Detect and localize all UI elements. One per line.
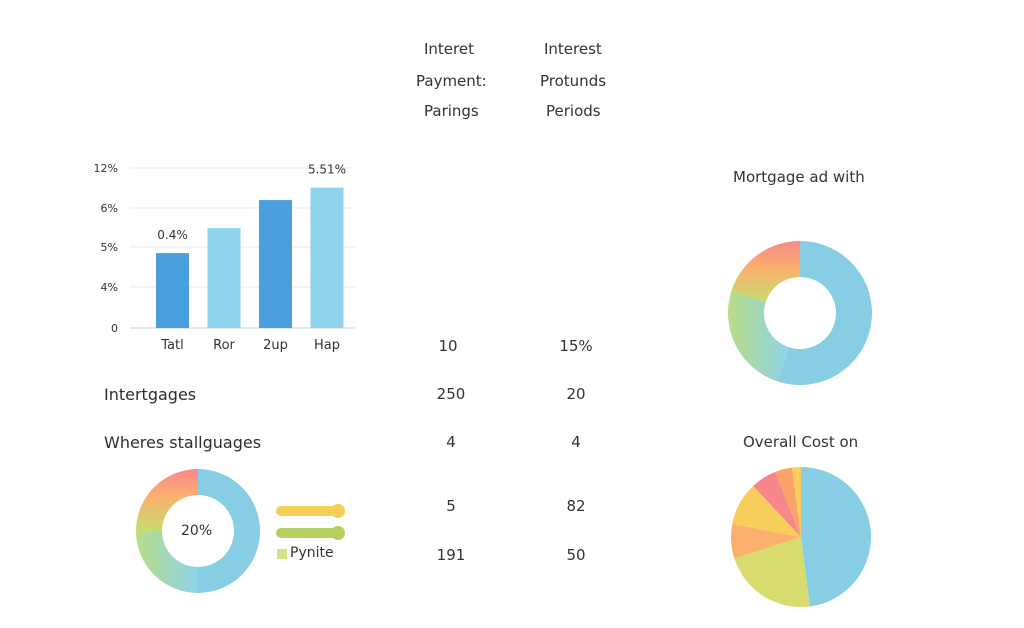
legend-bar-yellow — [276, 506, 338, 516]
donut-left-chart — [136, 469, 260, 593]
bar-y-tick: 12% — [94, 162, 118, 175]
header-col2-row2: Protunds — [540, 72, 607, 90]
bar-y-tick: 5% — [101, 241, 118, 254]
legend-dot-yellow — [331, 504, 345, 518]
bar-y-tick: 6% — [101, 202, 118, 215]
donut-right-chart — [728, 241, 873, 386]
section-intertgages: Intertgages — [104, 385, 197, 404]
pie-slice-yellow-2 — [792, 467, 801, 537]
bar-hap — [310, 187, 344, 328]
donut-left-slice-pink — [136, 469, 198, 531]
pie-slice-pink — [753, 471, 801, 537]
pie-right-chart — [730, 467, 872, 608]
pie-right-title: Overall Cost on — [743, 433, 859, 451]
pie-slice-blue — [801, 467, 872, 607]
header-col2-row1: Interest — [544, 40, 602, 58]
table-cell-r1-c1: 10 — [438, 337, 458, 355]
table-cell-r1-c2: 15% — [559, 337, 593, 355]
donut-right-slice-blue — [777, 241, 873, 386]
legend-bar-green — [276, 528, 338, 538]
header-col1-row3: Parings — [424, 102, 479, 120]
bar-x-label: Hap — [314, 338, 340, 353]
legend-dot-green — [331, 526, 345, 540]
donut-right-slice-green — [728, 290, 789, 382]
header-col1-row1: Interet — [424, 40, 474, 58]
donut-left-slice-green — [136, 531, 198, 593]
donut-right-title: Mortgage ad with — [733, 168, 865, 186]
table-cell-r5-c2: 50 — [566, 546, 586, 564]
header-col2-row3: Periods — [546, 102, 601, 120]
bar-data-label: 0.4% — [157, 228, 188, 242]
bar-x-label: 2up — [263, 338, 288, 353]
donut-right-slice-pink — [731, 241, 800, 302]
section-wheres: Wheres stallguages — [104, 433, 262, 452]
bar-data-label: 5.51% — [308, 163, 346, 177]
bar-2up — [259, 200, 292, 328]
pie-slice-orange-2 — [775, 467, 801, 537]
table-cell-r3-c1: 4 — [446, 433, 456, 451]
legend-label: Pynite — [290, 545, 334, 561]
pie-slice-yellow — [732, 485, 801, 537]
table-cell-r2-c2: 20 — [566, 385, 586, 403]
legend-swatch-green — [277, 549, 287, 559]
bar-x-label: Ror — [213, 338, 235, 353]
header-col1-row2: Payment: — [416, 72, 487, 90]
table-cell-r2-c1: 250 — [436, 385, 466, 403]
table-cell-r4-c2: 82 — [566, 497, 586, 515]
bar-y-tick: 4% — [101, 281, 118, 294]
pie-slice-yellow-green — [734, 537, 810, 608]
bar-tatl — [156, 253, 189, 328]
bar-chart: 0 4% 5% 6% 12% Tatl 0.4% Ror 2up Hap 5.51% — [94, 162, 355, 353]
table-cell-r5-c1: 191 — [436, 546, 466, 564]
bar-ror — [207, 228, 241, 328]
donut-center-label: 20% — [181, 523, 213, 539]
table-cell-r4-c1: 5 — [446, 497, 456, 515]
donut-left-slice-blue — [198, 469, 260, 593]
pie-slice-orange — [730, 523, 801, 559]
bar-x-label: Tatl — [160, 338, 183, 353]
legend-bars — [276, 504, 345, 559]
bar-y-tick: 0 — [111, 322, 118, 335]
table-cell-r3-c2: 4 — [571, 433, 581, 451]
